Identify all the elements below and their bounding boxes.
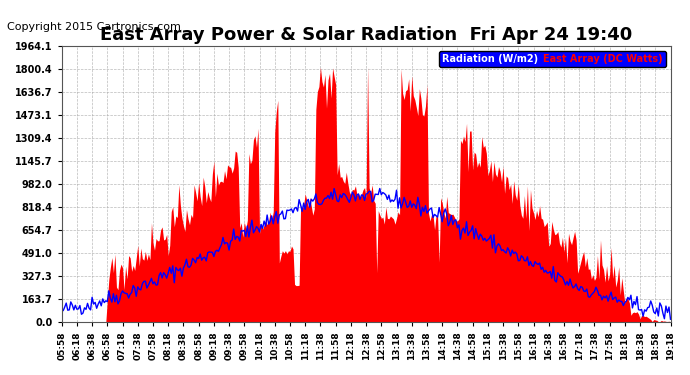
Legend: Radiation (W/m2), East Array (DC Watts): Radiation (W/m2), East Array (DC Watts) — [440, 51, 666, 66]
Text: Copyright 2015 Cartronics.com: Copyright 2015 Cartronics.com — [7, 22, 181, 32]
Title: East Array Power & Solar Radiation  Fri Apr 24 19:40: East Array Power & Solar Radiation Fri A… — [100, 26, 632, 44]
